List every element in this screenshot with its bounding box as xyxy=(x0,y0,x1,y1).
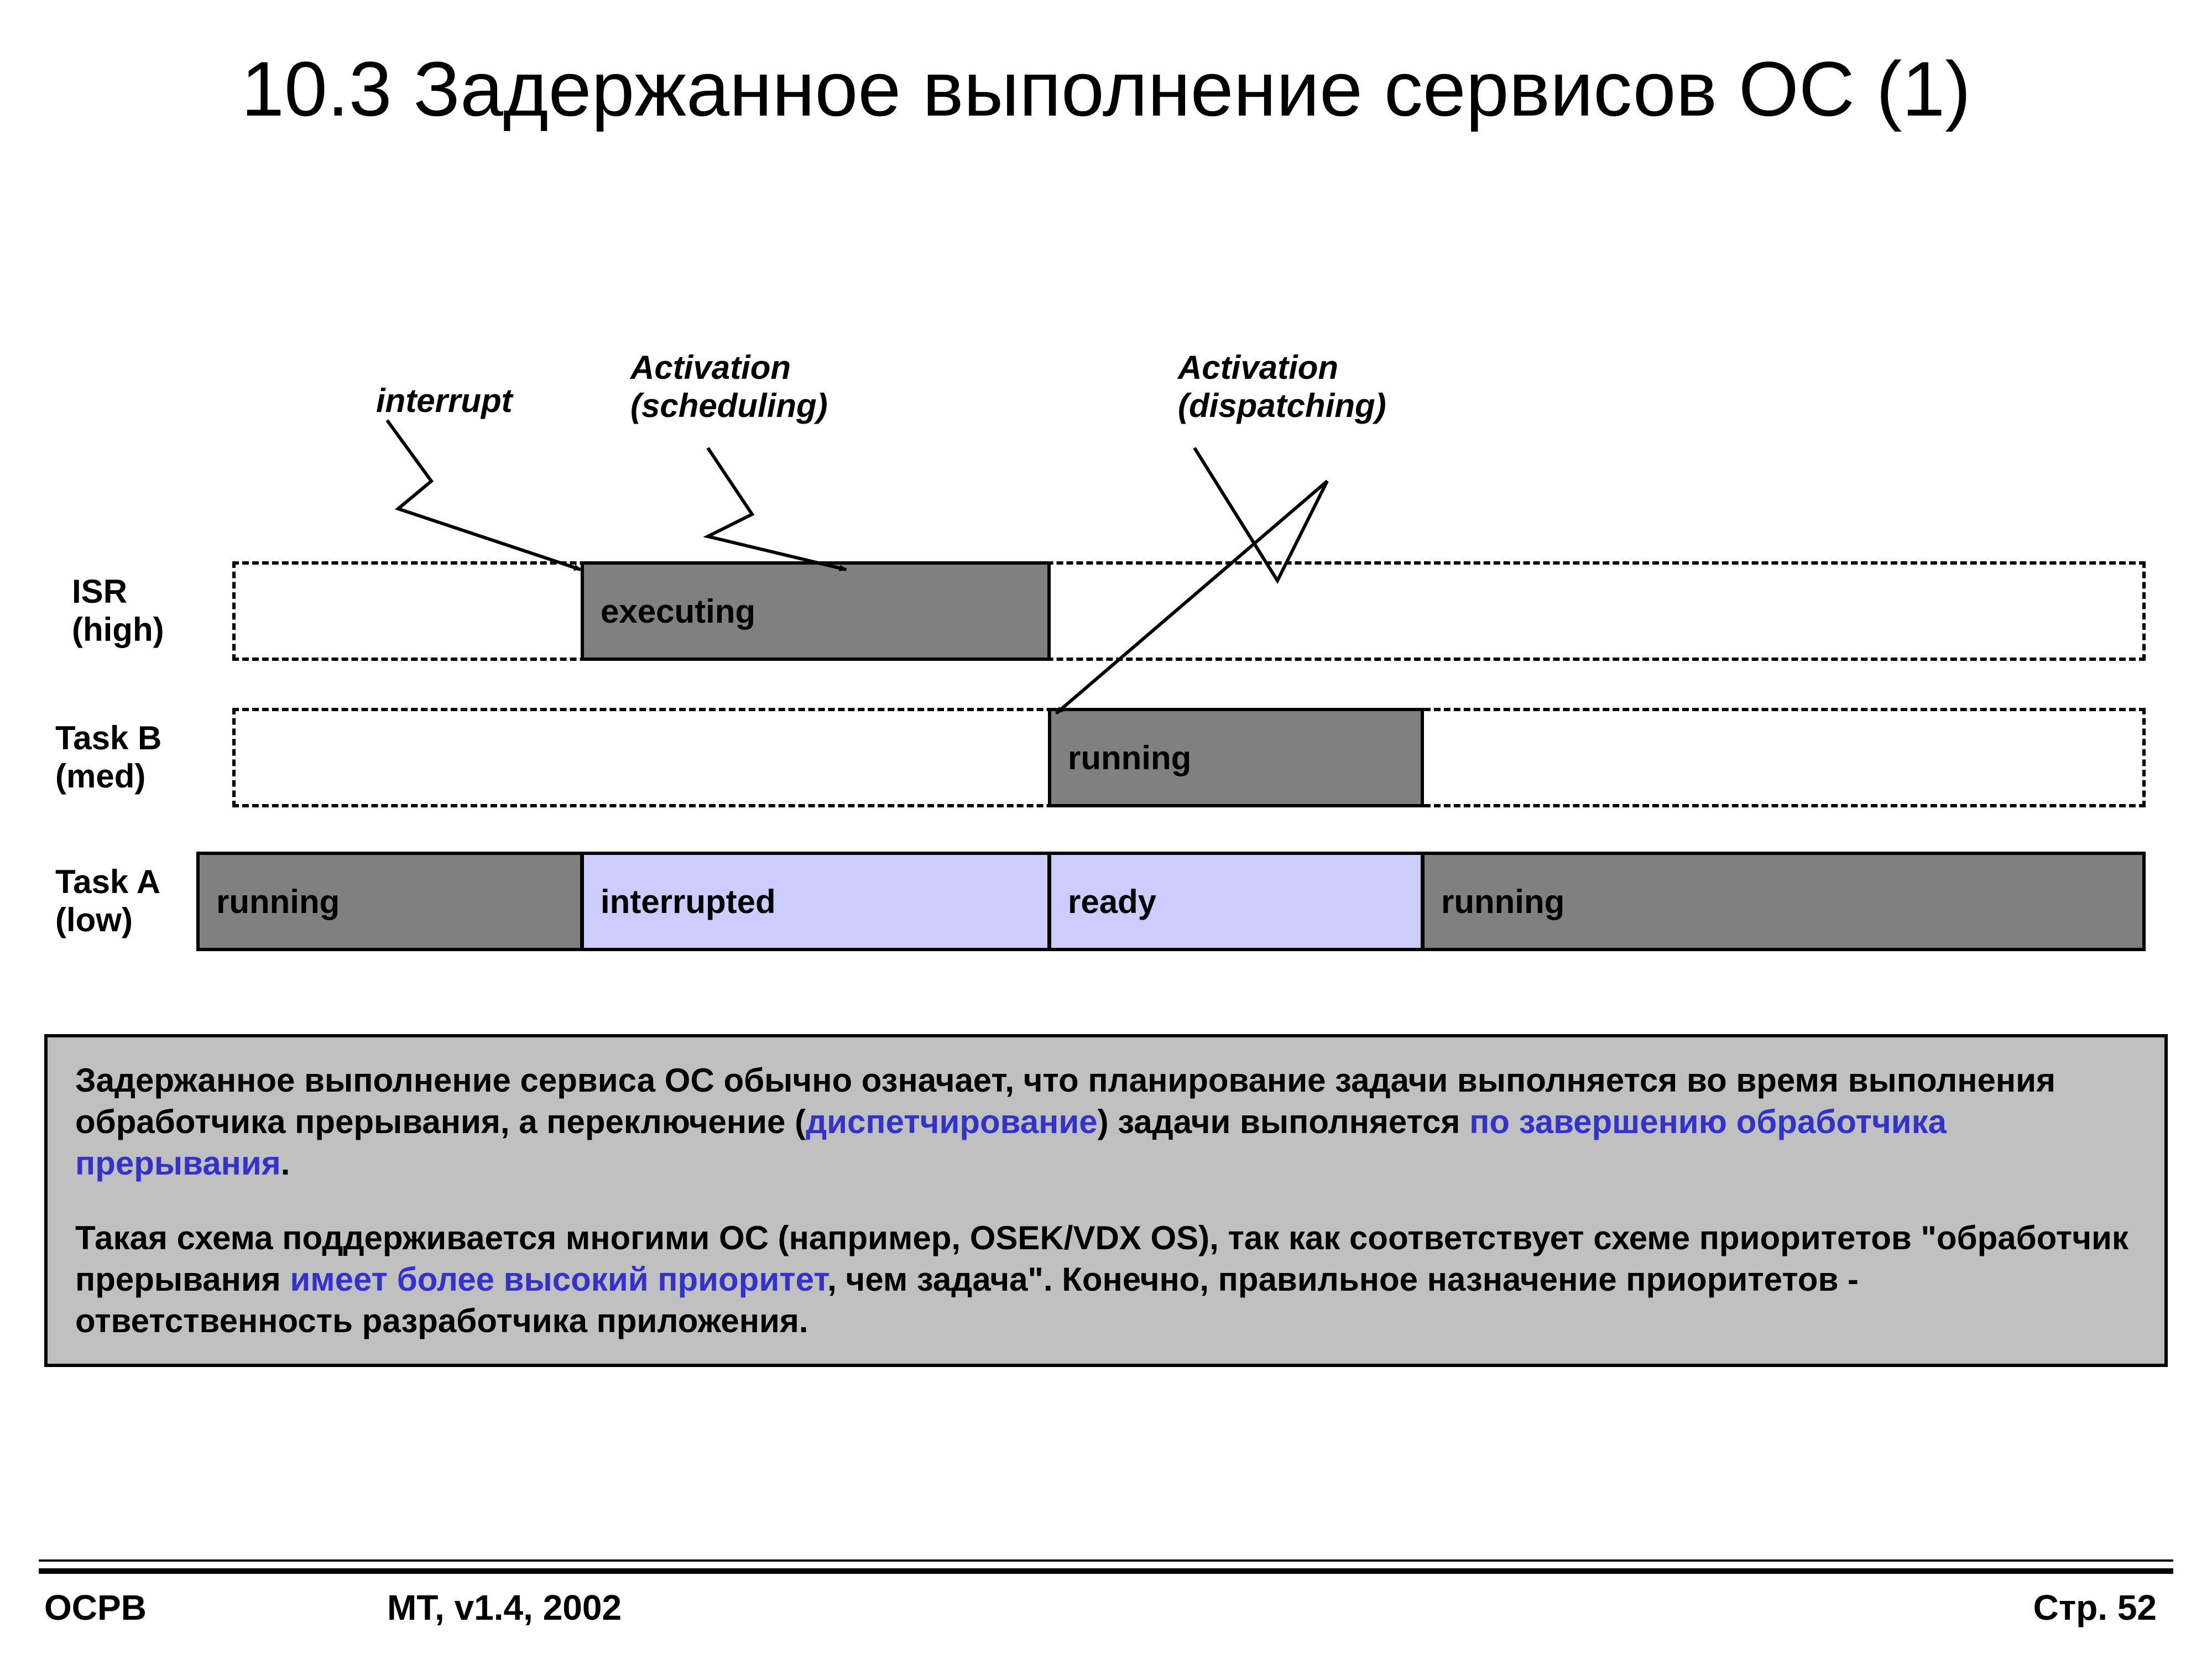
seg-isr-executing: executing xyxy=(581,561,1051,661)
footer-center: МТ, v1.4, 2002 xyxy=(387,1587,622,1628)
note-para2: Такая схема поддерживается многими ОС (н… xyxy=(75,1217,2137,1342)
note-p1-c: . xyxy=(281,1145,290,1182)
footer-line-thin xyxy=(39,1559,2173,1562)
footer-left: ОСРВ xyxy=(44,1587,147,1628)
label-isr: ISR (high) xyxy=(72,572,164,649)
seg-taska-interrupted-label: interrupted xyxy=(601,883,776,921)
label-taska: Task A (low) xyxy=(55,863,160,939)
lane-isr xyxy=(232,561,2146,661)
arrow-scheduling xyxy=(708,448,846,570)
slide: 10.3 Задержанное выполнение сервисов ОС … xyxy=(0,0,2212,1659)
seg-taska-ready-label: ready xyxy=(1068,883,1156,921)
arrows-layer xyxy=(0,0,2212,1659)
footer-right: Стр. 52 xyxy=(2033,1587,2157,1628)
seg-taska-run2-label: running xyxy=(1441,883,1564,921)
annot-scheduling: Activation (scheduling) xyxy=(630,348,962,425)
note-p1-hl1: диспетчирование xyxy=(806,1103,1098,1140)
seg-taska-run2: running xyxy=(1421,852,2146,951)
slide-title: 10.3 Задержанное выполнение сервисов ОС … xyxy=(0,44,2212,133)
annot-interrupt: interrupt xyxy=(376,382,513,420)
seg-taska-ready: ready xyxy=(1048,852,1424,951)
note-p2-hl1: имеет более высокий приоритет xyxy=(290,1261,827,1298)
seg-taska-run1-label: running xyxy=(216,883,340,921)
annot-dispatching: Activation (dispatching) xyxy=(1178,348,1521,425)
note-para1: Задержанное выполнение сервиса ОС обычно… xyxy=(75,1060,2137,1184)
seg-taska-interrupted: interrupted xyxy=(581,852,1051,951)
seg-taskb-running: running xyxy=(1048,708,1424,807)
footer-line-thick xyxy=(39,1568,2173,1574)
label-taskb: Task B (med) xyxy=(55,719,161,795)
seg-taskb-running-label: running xyxy=(1068,739,1191,777)
seg-isr-executing-label: executing xyxy=(601,592,755,630)
note-p1-b: ) задачи выполняется xyxy=(1098,1103,1470,1140)
seg-taska-run1: running xyxy=(196,852,583,951)
arrow-interrupt xyxy=(387,420,581,570)
note-box: Задержанное выполнение сервиса ОС обычно… xyxy=(44,1034,2168,1367)
note-gap xyxy=(75,1184,2137,1217)
